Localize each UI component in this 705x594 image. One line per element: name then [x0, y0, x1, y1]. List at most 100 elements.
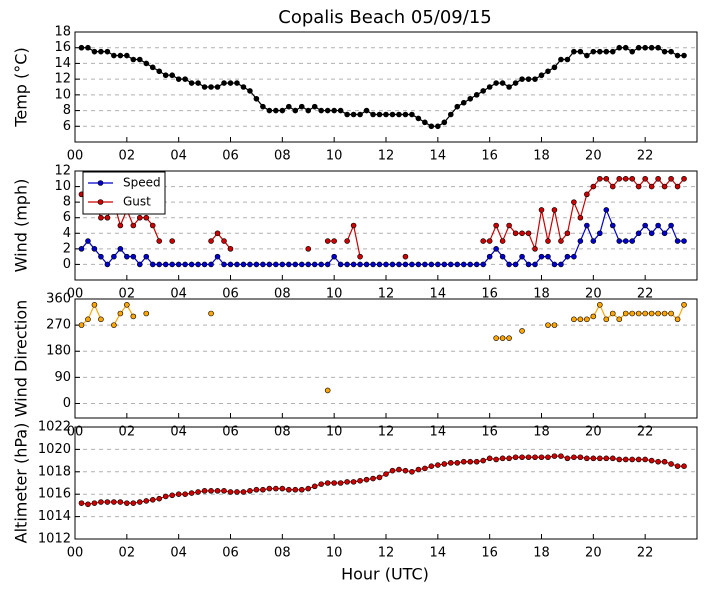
point	[357, 111, 363, 118]
point	[635, 44, 642, 51]
point	[577, 214, 584, 221]
point	[661, 183, 668, 190]
point	[91, 302, 98, 308]
point	[156, 495, 163, 502]
point	[551, 207, 558, 213]
point	[525, 454, 532, 461]
point	[681, 175, 687, 182]
point	[91, 500, 98, 506]
point	[590, 183, 597, 190]
point	[124, 253, 130, 260]
point	[415, 115, 422, 122]
point	[169, 261, 175, 268]
point	[363, 476, 370, 483]
point	[214, 230, 221, 237]
point	[519, 328, 525, 334]
point	[674, 183, 681, 190]
point	[467, 95, 474, 102]
point	[486, 238, 493, 244]
point	[344, 111, 350, 118]
point	[545, 238, 551, 244]
y-tick-label: 8	[63, 195, 71, 210]
point	[493, 222, 499, 229]
x-tick-label: 14	[430, 149, 447, 164]
point	[78, 44, 85, 51]
point	[240, 261, 247, 268]
point	[661, 310, 668, 317]
point	[111, 322, 117, 328]
point	[143, 214, 150, 221]
point	[305, 261, 312, 268]
point	[564, 230, 571, 237]
x-tick-label: 12	[378, 149, 395, 164]
point	[597, 302, 603, 308]
point	[266, 107, 273, 114]
y-tick-label: 1022	[38, 420, 71, 435]
x-tick-label: 14	[430, 546, 447, 561]
point	[337, 480, 344, 486]
point	[247, 88, 253, 94]
point	[609, 310, 616, 317]
point	[622, 456, 629, 463]
point	[221, 238, 227, 244]
point	[681, 463, 687, 470]
x-tick-label: 06	[222, 149, 239, 164]
point	[538, 253, 545, 260]
point	[622, 310, 629, 317]
x-tick-label: 16	[481, 149, 498, 164]
point	[286, 486, 292, 493]
point	[409, 111, 415, 118]
point	[551, 261, 558, 268]
point	[519, 76, 525, 82]
point	[318, 481, 325, 487]
point	[208, 84, 214, 90]
point	[629, 310, 636, 317]
point	[104, 214, 111, 221]
point	[214, 253, 221, 260]
point	[214, 84, 221, 90]
point	[396, 261, 402, 268]
x-axis-label: Hour (UTC)	[341, 565, 429, 584]
point	[273, 485, 279, 492]
y-tick-label: 1020	[38, 442, 71, 457]
point	[584, 52, 590, 59]
point	[499, 238, 506, 244]
x-tick-label: 08	[274, 287, 291, 302]
point	[460, 261, 467, 268]
point	[331, 107, 337, 114]
point	[273, 107, 279, 114]
point	[169, 72, 175, 79]
y-tick-label: 1018	[38, 464, 71, 479]
point	[499, 455, 506, 462]
point	[668, 461, 674, 467]
x-tick-label: 06	[222, 546, 239, 561]
point	[629, 175, 636, 182]
point	[616, 456, 623, 463]
x-tick-label: 20	[585, 287, 602, 302]
point	[344, 479, 350, 485]
point	[175, 491, 182, 498]
point	[409, 468, 415, 475]
chart-title: Copalis Beach 05/09/15	[278, 7, 491, 28]
point	[635, 456, 642, 463]
point	[681, 302, 687, 308]
point	[292, 486, 299, 493]
x-tick-label: 22	[637, 287, 654, 302]
point	[311, 483, 318, 490]
x-tick-label: 02	[119, 425, 136, 440]
point	[188, 490, 195, 496]
point	[597, 48, 603, 55]
point	[655, 458, 661, 465]
point	[247, 488, 253, 494]
point	[668, 310, 674, 317]
point	[383, 111, 389, 118]
point	[402, 253, 409, 260]
point	[616, 175, 623, 182]
point	[376, 111, 383, 118]
point	[311, 103, 318, 110]
point	[584, 455, 590, 462]
point	[480, 238, 486, 244]
point	[648, 457, 655, 464]
x-tick-label: 04	[170, 425, 187, 440]
y-axis-label: Temp (°C)	[12, 47, 31, 127]
